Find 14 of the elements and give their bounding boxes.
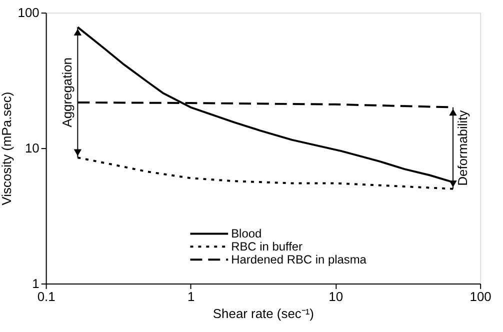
annotation: Deformability xyxy=(454,110,470,186)
x-axis-title: Shear rate (sec⁻¹) xyxy=(212,306,314,321)
x-tick-label: 10 xyxy=(328,288,344,304)
x-tick-label: 0.1 xyxy=(37,288,56,304)
legend-label: Hardened RBC in plasma xyxy=(231,252,367,267)
y-tick-label: 100 xyxy=(18,5,40,20)
y-tick-label: 10 xyxy=(24,140,40,156)
x-tick-label: 1 xyxy=(187,288,195,304)
annotation: Aggregation xyxy=(60,58,75,128)
y-tick-label: 1 xyxy=(32,276,40,291)
legend-label: RBC in buffer xyxy=(231,240,303,254)
x-tick-label: 100 xyxy=(470,288,492,304)
y-axis-title: Viscosity (mPa.sec) xyxy=(0,92,14,206)
legend-label: Blood xyxy=(231,226,262,241)
